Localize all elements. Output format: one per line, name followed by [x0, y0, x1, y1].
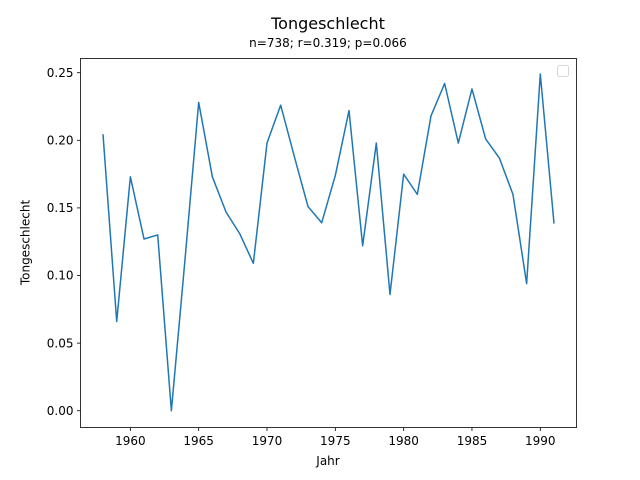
- chart-title: Tongeschlecht: [271, 14, 385, 33]
- axes-ticks: 1960 1965 1970 1975 1980 1985 1990 0.00 0.05 0.10…: [47, 66, 556, 448]
- x-tick-label: 1965: [183, 434, 214, 448]
- x-tick-label: 1960: [115, 434, 146, 448]
- y-tick-label: 0.20: [47, 134, 74, 148]
- x-tick-label: 1985: [457, 434, 488, 448]
- chart-subtitle: n=738; r=0.319; p=0.066: [249, 36, 407, 50]
- series-line: [102, 73, 555, 412]
- y-axis-label: Tongeschlecht: [18, 199, 33, 286]
- legend: [557, 65, 569, 77]
- x-tick-label: 1990: [525, 434, 556, 448]
- y-tick-label: 0.25: [47, 66, 74, 80]
- y-tick-label: 0.10: [47, 269, 74, 283]
- x-axis-label: Jahr: [316, 454, 340, 468]
- x-tick-label: 1980: [388, 434, 419, 448]
- x-tick-label: 1975: [320, 434, 351, 448]
- y-tick-label: 0.00: [47, 404, 74, 418]
- axes-frame: [80, 58, 577, 428]
- y-tick-label: 0.15: [47, 201, 74, 215]
- y-tick-label: 0.05: [47, 336, 74, 350]
- plot-area: [102, 73, 555, 412]
- legend-box: [557, 65, 569, 77]
- x-tick-label: 1970: [252, 434, 283, 448]
